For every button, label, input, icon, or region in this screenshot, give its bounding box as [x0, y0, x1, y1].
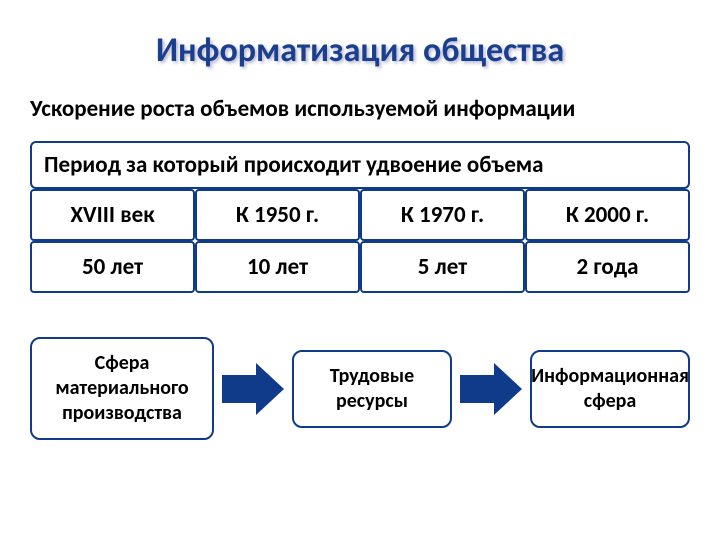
table-cell: К 1950 г. [195, 189, 360, 241]
table-cell: К 1970 г. [360, 189, 525, 241]
table-cell: 5 лет [360, 241, 525, 293]
doubling-table: Период за который происходит удвоение об… [30, 141, 690, 293]
subtitle: Ускорение роста объемов используемой инф… [30, 95, 690, 123]
table-cell: 50 лет [30, 241, 195, 293]
flow-diagram: Сфера материального производства Трудовы… [30, 337, 690, 440]
flow-box-material: Сфера материального производства [30, 337, 214, 440]
arrow-right-icon [460, 363, 522, 415]
table-row: 50 лет 10 лет 5 лет 2 года [30, 241, 690, 293]
table-header: Период за который происходит удвоение об… [30, 141, 690, 189]
arrow-right-icon [222, 363, 284, 415]
table-cell: 2 года [525, 241, 690, 293]
flow-box-information: Информационная сфера [530, 350, 690, 428]
table-cell: К 2000 г. [525, 189, 690, 241]
page-title: Информатизация общества [30, 30, 690, 71]
flow-box-labor: Трудовые ресурсы [292, 350, 452, 428]
table-cell: 10 лет [195, 241, 360, 293]
table-row: XVIII век К 1950 г. К 1970 г. К 2000 г. [30, 189, 690, 241]
table-cell: XVIII век [30, 189, 195, 241]
